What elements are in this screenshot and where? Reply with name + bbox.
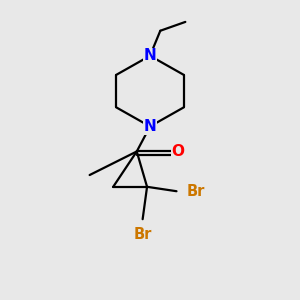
Text: Br: Br — [187, 184, 205, 199]
Text: O: O — [172, 144, 184, 159]
Text: N: N — [144, 48, 156, 63]
Text: Br: Br — [134, 226, 152, 242]
Text: N: N — [144, 119, 156, 134]
